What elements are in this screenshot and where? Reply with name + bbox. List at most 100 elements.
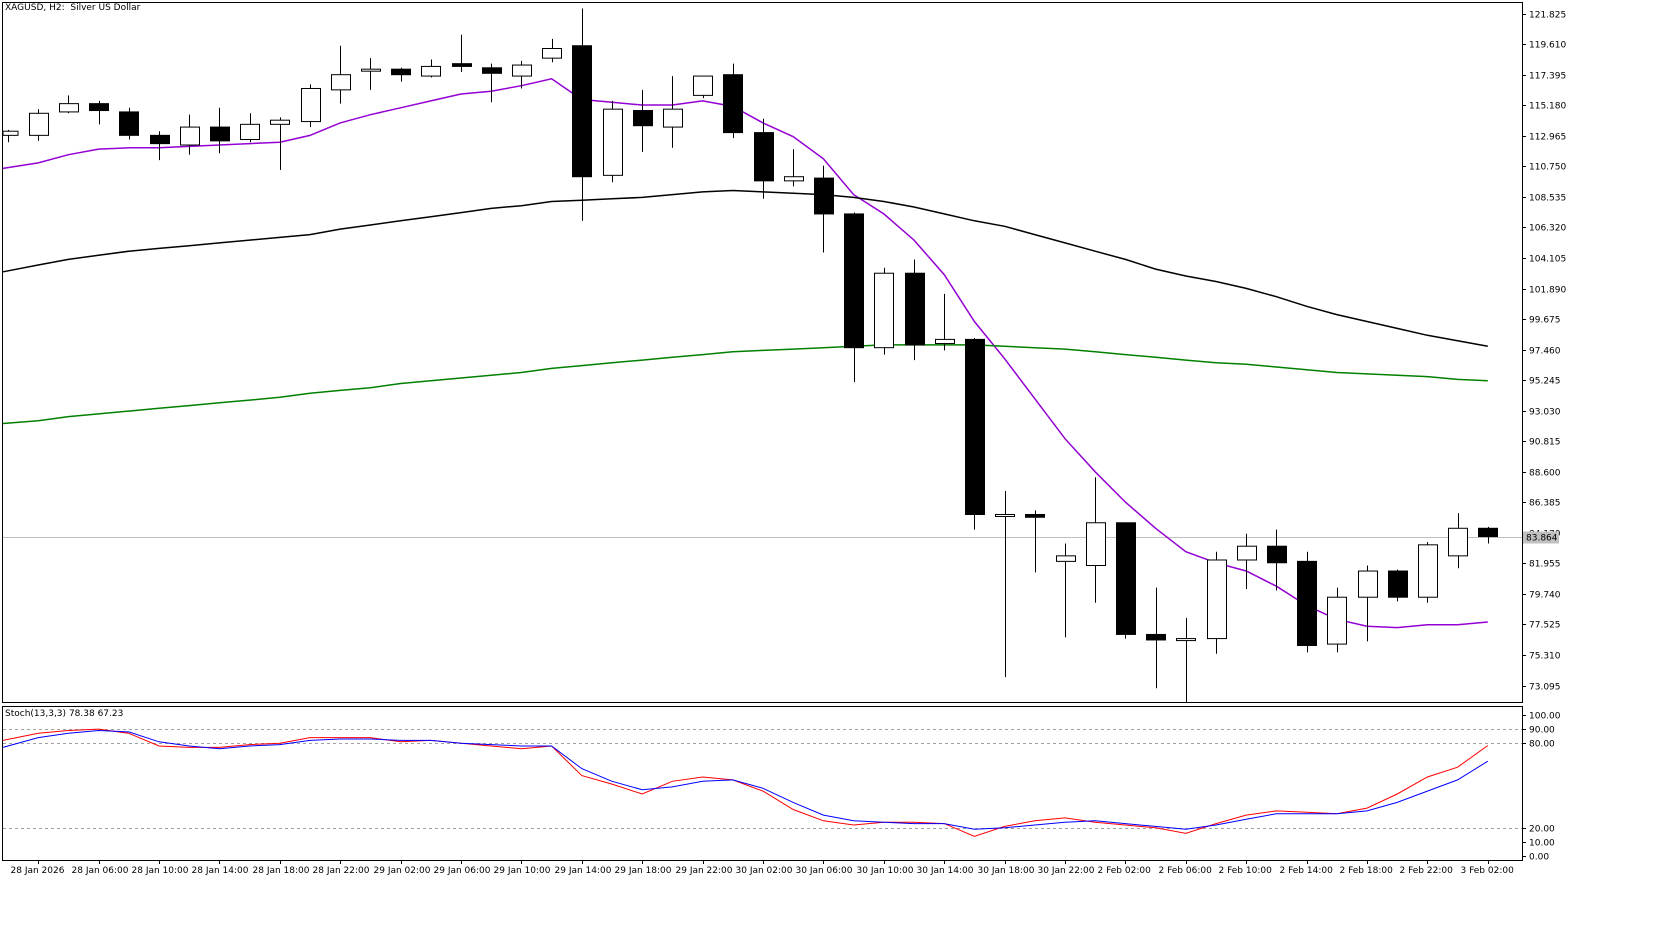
bull-candle — [512, 60, 532, 89]
time-tick-label: 3 Feb 02:00 — [1461, 866, 1515, 876]
bear-candle — [965, 338, 985, 530]
time-tick-label: 28 Jan 06:00 — [72, 866, 129, 876]
time-tick-label: 28 Jan 10:00 — [132, 866, 189, 876]
candle-body — [150, 134, 170, 145]
main-pane-frame — [2, 2, 1523, 703]
bear-candle — [633, 89, 653, 152]
time-tick-label: 30 Jan 22:00 — [1038, 866, 1095, 876]
candle-body — [723, 74, 743, 134]
price-tick-label: 115.180 — [1529, 102, 1566, 112]
price-tick-label: 101.890 — [1529, 286, 1566, 296]
candle-body — [1388, 570, 1408, 598]
bear-candle — [1388, 569, 1408, 602]
time-tick-label: 2 Feb 14:00 — [1280, 866, 1334, 876]
candle-body — [874, 272, 894, 349]
indicator-main-value: 78.38 — [68, 709, 95, 719]
bull-candle — [1086, 477, 1106, 603]
candle-body — [1327, 596, 1347, 645]
bull-candle — [1237, 533, 1257, 589]
candle-body — [1358, 570, 1378, 598]
bear-candle — [210, 107, 230, 154]
candle-body — [784, 176, 804, 182]
candle-body — [663, 108, 683, 128]
bull-candle — [784, 149, 804, 187]
price-tick-label: 86.385 — [1529, 499, 1561, 509]
bull-candle — [935, 293, 955, 351]
indicator-signal-value: 67.23 — [97, 709, 124, 719]
candle-body — [391, 68, 411, 76]
bull-candle — [361, 58, 381, 90]
bear-candle — [905, 259, 925, 361]
time-tick-label: 29 Jan 06:00 — [434, 866, 491, 876]
bull-candle — [1358, 565, 1378, 642]
bear-candle — [1297, 551, 1317, 653]
bull-candle — [1448, 513, 1468, 569]
bull-candle — [270, 117, 290, 170]
candle-body — [301, 87, 321, 123]
candle-body — [210, 126, 230, 142]
candle-body — [331, 74, 351, 91]
candle-body — [512, 64, 532, 77]
candle-body — [1056, 555, 1076, 562]
bear-candle — [572, 8, 592, 221]
candle-body — [1478, 527, 1498, 538]
candle-body — [1297, 560, 1317, 646]
price-tick-label: 112.965 — [1529, 133, 1566, 143]
bull-candle — [1056, 543, 1076, 638]
time-tick-label: 2 Feb 22:00 — [1400, 866, 1454, 876]
bear-candle — [723, 63, 743, 139]
candle-body — [1418, 544, 1438, 598]
price-tick-label: 97.460 — [1529, 347, 1561, 357]
bull-candle — [995, 491, 1015, 678]
bull-candle — [180, 114, 200, 155]
bull-candle — [1418, 542, 1438, 603]
time-tick-label: 28 Jan 22:00 — [313, 866, 370, 876]
candle-body — [361, 68, 381, 72]
price-tick-label: 110.750 — [1529, 163, 1566, 173]
time-tick-label: 29 Jan 14:00 — [555, 866, 612, 876]
bear-candle — [89, 100, 109, 125]
time-tick-label: 28 Jan 2026 — [11, 866, 65, 876]
ma-slow-line — [2, 344, 1488, 425]
time-tick-label: 2 Feb 10:00 — [1219, 866, 1273, 876]
bear-candle — [150, 131, 170, 161]
bull-candle — [874, 267, 894, 355]
price-tick-label: 77.525 — [1529, 621, 1561, 631]
candle-body — [693, 75, 713, 96]
time-tick-label: 2 Feb 02:00 — [1098, 866, 1152, 876]
price-tick-label: 106.320 — [1529, 224, 1566, 234]
price-axis: 121.825 119.610 117.395 115.180 112.965 110.7… — [1522, 11, 1566, 693]
candle-body — [844, 213, 864, 349]
candle-body — [1267, 545, 1287, 564]
candle-body — [542, 47, 562, 59]
indicator-header: Stoch(13,3,3) 78.38 67.23 — [5, 709, 123, 719]
bull-candle — [240, 113, 260, 143]
price-tick-label: 93.030 — [1529, 408, 1561, 418]
bull-candle — [421, 59, 441, 78]
bull-candle — [1176, 617, 1196, 702]
bull-candle — [542, 38, 562, 63]
bear-candle — [1478, 526, 1498, 544]
candle-body — [1086, 522, 1106, 567]
price-tick-label: 104.105 — [1529, 255, 1566, 265]
bear-candle — [452, 34, 472, 72]
price-tick-label: 81.955 — [1529, 560, 1561, 570]
time-tick-label: 29 Jan 10:00 — [494, 866, 551, 876]
current-price-tag — [1523, 531, 1559, 544]
bear-candle — [391, 67, 411, 82]
candle-body — [935, 338, 955, 345]
bull-candle — [1207, 551, 1227, 654]
bull-candle — [29, 109, 49, 141]
candle-body — [995, 513, 1015, 517]
candle-body — [1176, 638, 1196, 642]
ma-mid-line — [2, 189, 1488, 348]
moving-averages-layer — [2, 77, 1488, 629]
chart-header: XAGUSD, H2: Silver US Dollar — [5, 3, 140, 13]
bear-candle — [1146, 587, 1166, 689]
price-tick-label: 75.310 — [1529, 652, 1561, 662]
stoch-signal-line — [2, 729, 1489, 830]
time-tick-label: 29 Jan 02:00 — [374, 866, 431, 876]
bear-candle — [119, 107, 139, 140]
ma-fast-line — [2, 77, 1488, 629]
price-tick-label: 99.675 — [1529, 316, 1561, 326]
